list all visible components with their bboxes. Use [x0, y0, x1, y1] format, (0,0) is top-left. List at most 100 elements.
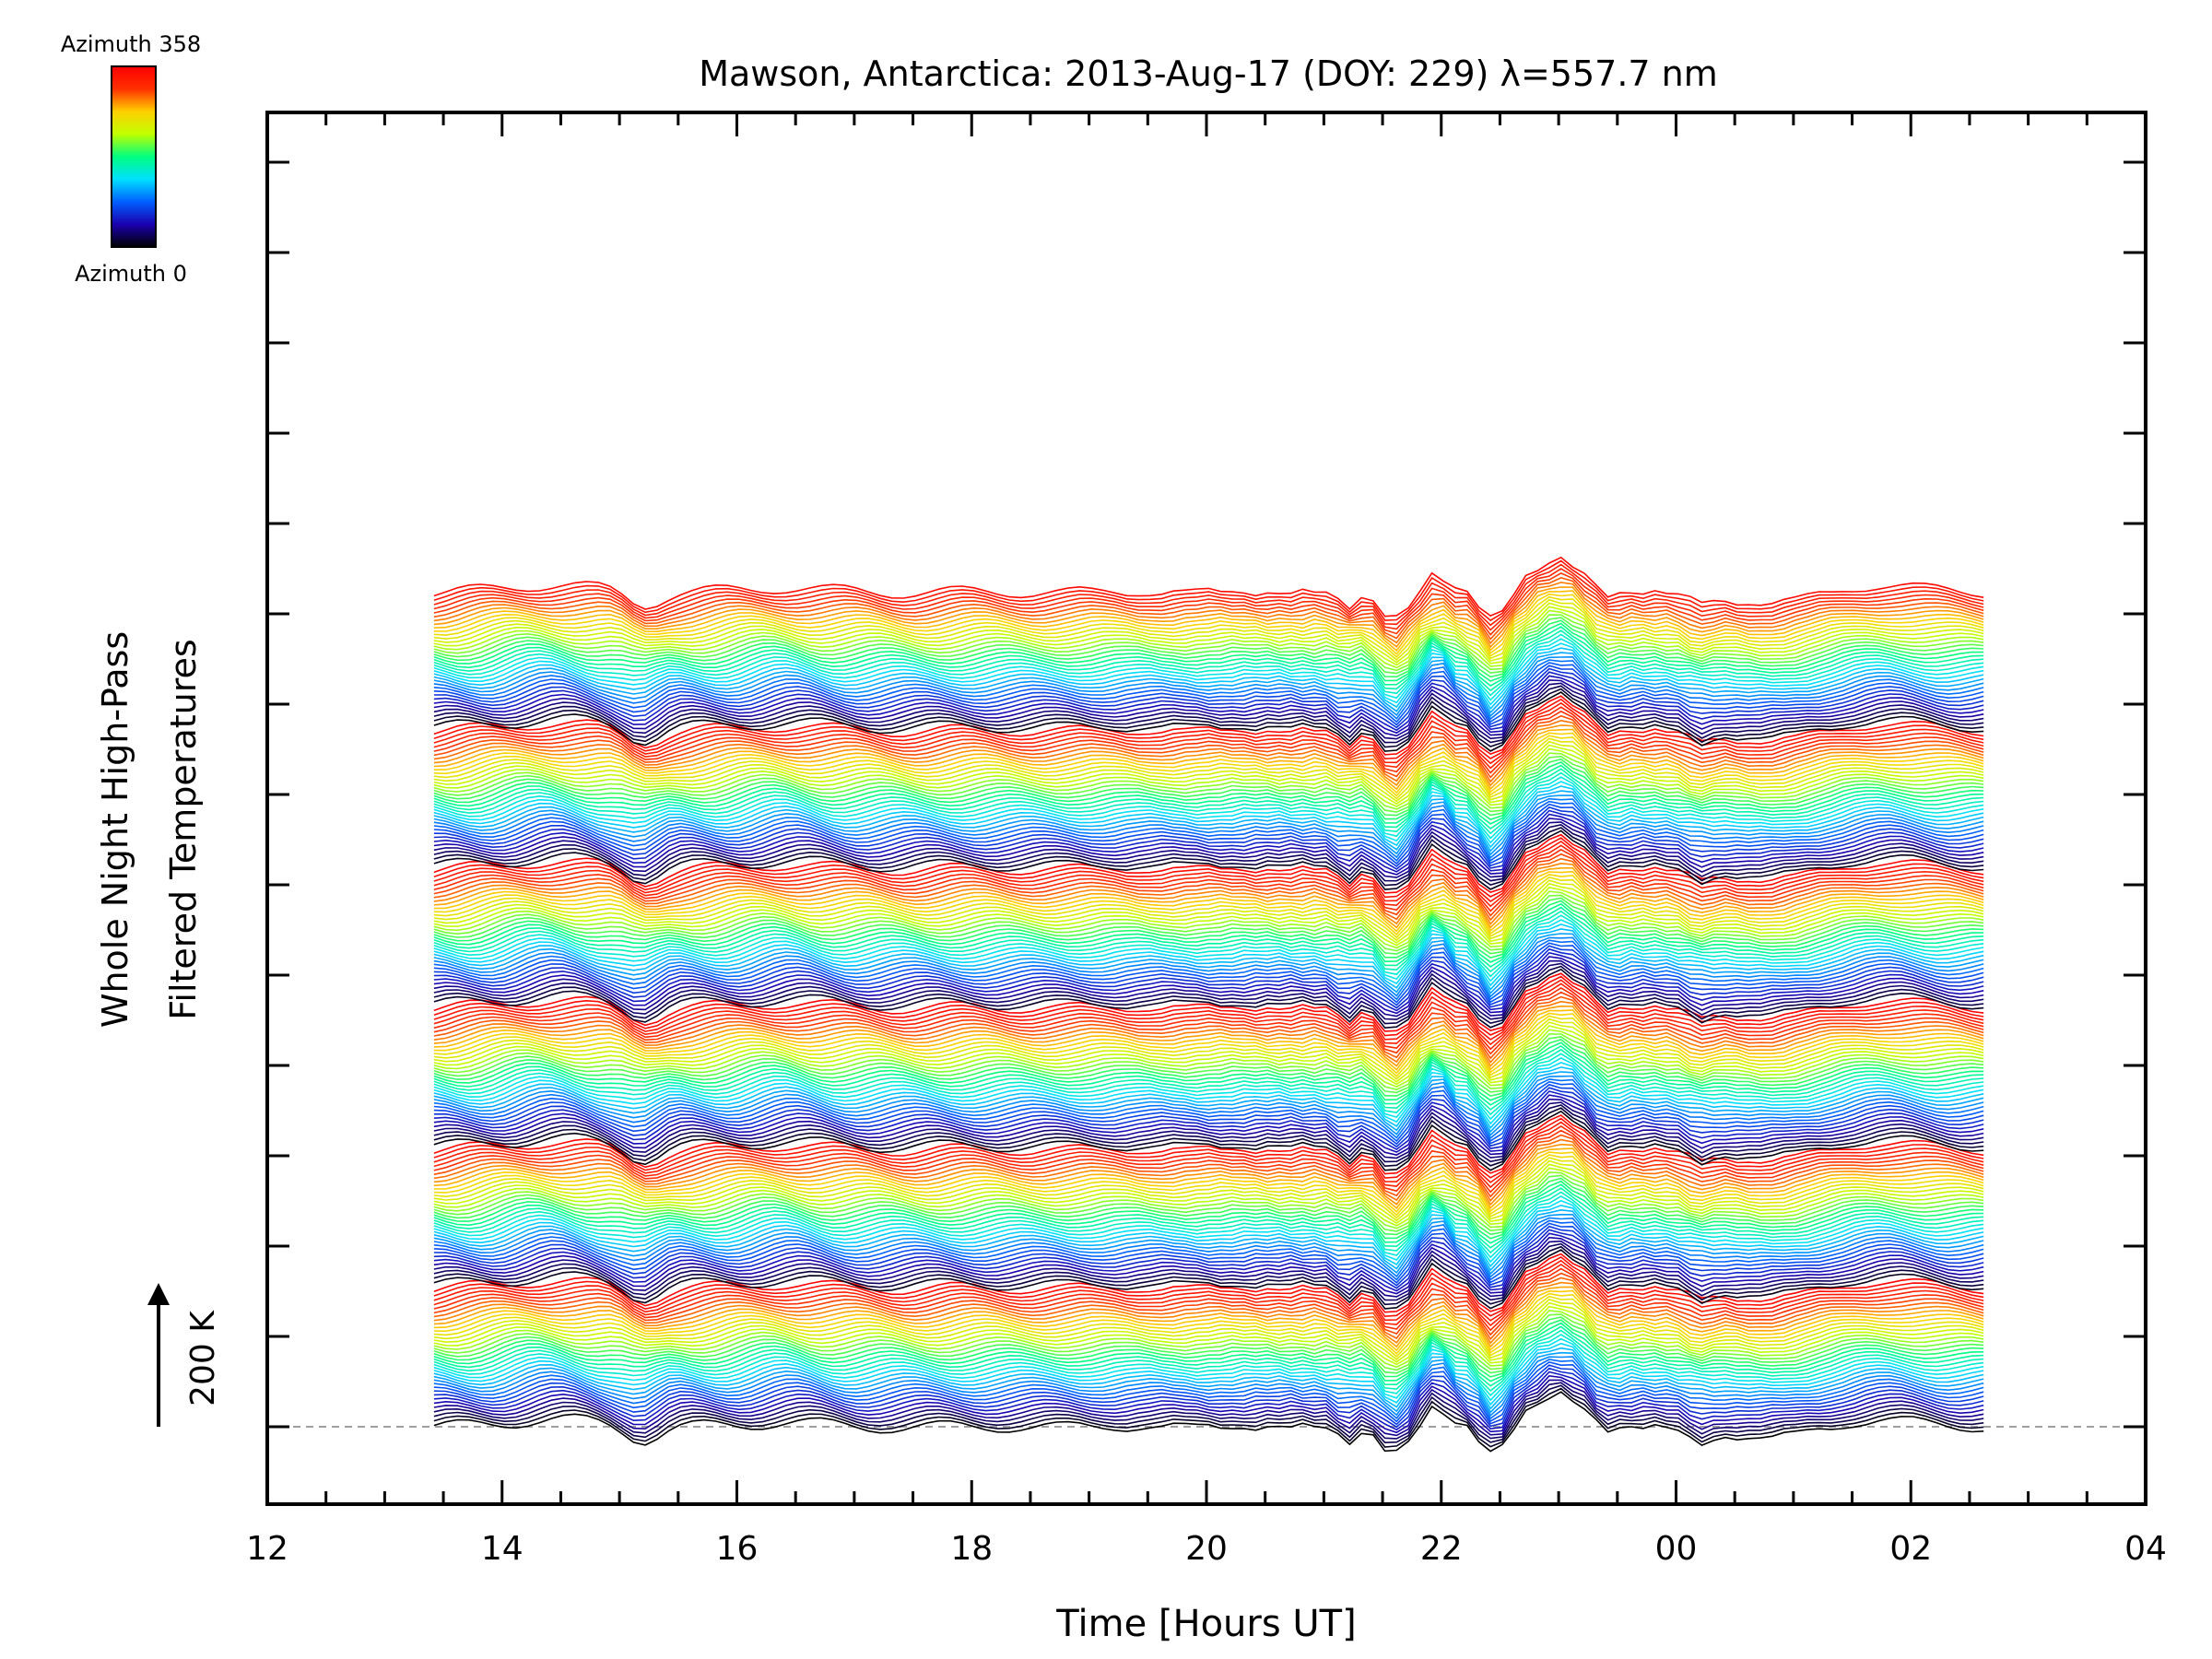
series-line — [433, 800, 1984, 862]
series-line — [433, 626, 1984, 687]
series-line — [433, 706, 1984, 770]
series-line — [433, 719, 1984, 783]
series-line — [433, 747, 1984, 807]
x-tick-label: 18 — [950, 1530, 993, 1568]
series-line — [433, 890, 1984, 949]
series-line — [433, 614, 1984, 672]
series-line — [433, 602, 1984, 664]
series-line — [433, 1018, 1984, 1080]
series-line — [433, 622, 1984, 682]
series-line — [433, 910, 1984, 973]
series-line — [433, 695, 1984, 756]
series-line — [433, 1387, 1984, 1448]
series-line — [433, 1337, 1984, 1402]
y-axis-label-line2: Filtered Temperatures — [163, 639, 204, 1019]
series-line — [433, 1021, 1984, 1083]
series-line — [433, 1382, 1984, 1440]
x-tick-label: 02 — [1889, 1530, 1932, 1568]
series-line — [433, 1292, 1984, 1355]
x-tick-label: 20 — [1185, 1530, 1228, 1568]
series-line — [433, 1134, 1984, 1198]
series-line — [433, 563, 1984, 627]
series-line — [433, 965, 1984, 1025]
series-line — [433, 1143, 1984, 1206]
x-tick-label: 00 — [1655, 1530, 1698, 1568]
series-line — [433, 1367, 1984, 1429]
series-line — [433, 1029, 1984, 1088]
colorbar-gradient — [111, 65, 157, 248]
series-line — [433, 947, 1984, 1009]
series-line — [433, 671, 1984, 732]
series-line — [433, 785, 1984, 849]
series-line — [433, 1253, 1984, 1313]
series-line — [433, 590, 1984, 653]
series-line — [433, 968, 1984, 1030]
series-line — [433, 675, 1984, 735]
series-line — [433, 1334, 1984, 1397]
series-line — [433, 1217, 1984, 1278]
series-line — [433, 1351, 1984, 1414]
series-line — [433, 595, 1984, 659]
series-line — [433, 1225, 1984, 1287]
series-line — [433, 1356, 1984, 1418]
series-line — [433, 900, 1984, 959]
series-line — [433, 853, 1984, 917]
series-line — [433, 833, 1984, 894]
series-line — [433, 1009, 1984, 1071]
series-line — [433, 1147, 1984, 1210]
series-line — [433, 642, 1984, 706]
series-line — [433, 1124, 1984, 1189]
plot-area: 12 14 16 18 20 22 00 02 04 — [246, 111, 2167, 1568]
series-line — [433, 1053, 1984, 1116]
series-line — [433, 1286, 1984, 1348]
series-line — [433, 1080, 1984, 1143]
series-line — [433, 894, 1984, 952]
series-line — [433, 1305, 1984, 1366]
series-line — [433, 1071, 1984, 1134]
series-line — [433, 803, 1984, 865]
series-line — [433, 1245, 1984, 1306]
series-line — [433, 1361, 1984, 1423]
series-line — [433, 1039, 1984, 1098]
series-line — [433, 1000, 1984, 1064]
series-line — [433, 1163, 1984, 1224]
series-line — [433, 1359, 1984, 1420]
x-tick-label: 16 — [716, 1530, 759, 1568]
series-line — [433, 1066, 1984, 1130]
series-line — [433, 1313, 1984, 1371]
series-line — [433, 821, 1984, 878]
series-line — [433, 1044, 1984, 1106]
colorbar-top-label: Azimuth 358 — [61, 31, 201, 57]
series-line — [433, 862, 1984, 925]
series-line — [433, 1371, 1984, 1431]
series-line — [433, 609, 1984, 669]
series-line — [433, 710, 1984, 774]
series-line — [433, 827, 1984, 887]
series-line — [433, 619, 1984, 678]
series-line — [433, 1078, 1984, 1140]
series-line — [433, 1222, 1984, 1284]
x-tick-label: 14 — [481, 1530, 524, 1568]
series-line — [433, 752, 1984, 810]
series-line — [433, 972, 1984, 1032]
series-line — [433, 1281, 1984, 1345]
series-line — [433, 1187, 1984, 1249]
series-line — [433, 1329, 1984, 1392]
series-line — [433, 1154, 1984, 1217]
series-line — [433, 1191, 1984, 1254]
series-line — [433, 1005, 1984, 1067]
series-line — [433, 857, 1984, 922]
series-line — [433, 679, 1984, 737]
series-line — [433, 897, 1984, 955]
series-line — [433, 942, 1984, 1004]
series-line — [433, 790, 1984, 853]
x-tick-label: 04 — [2124, 1530, 2167, 1568]
series-line — [433, 1301, 1984, 1363]
series-line — [433, 1117, 1984, 1179]
series-line — [433, 794, 1984, 856]
series-line — [433, 902, 1984, 963]
series-line — [433, 682, 1984, 740]
series-line — [433, 582, 1984, 645]
series-line — [433, 1048, 1984, 1111]
